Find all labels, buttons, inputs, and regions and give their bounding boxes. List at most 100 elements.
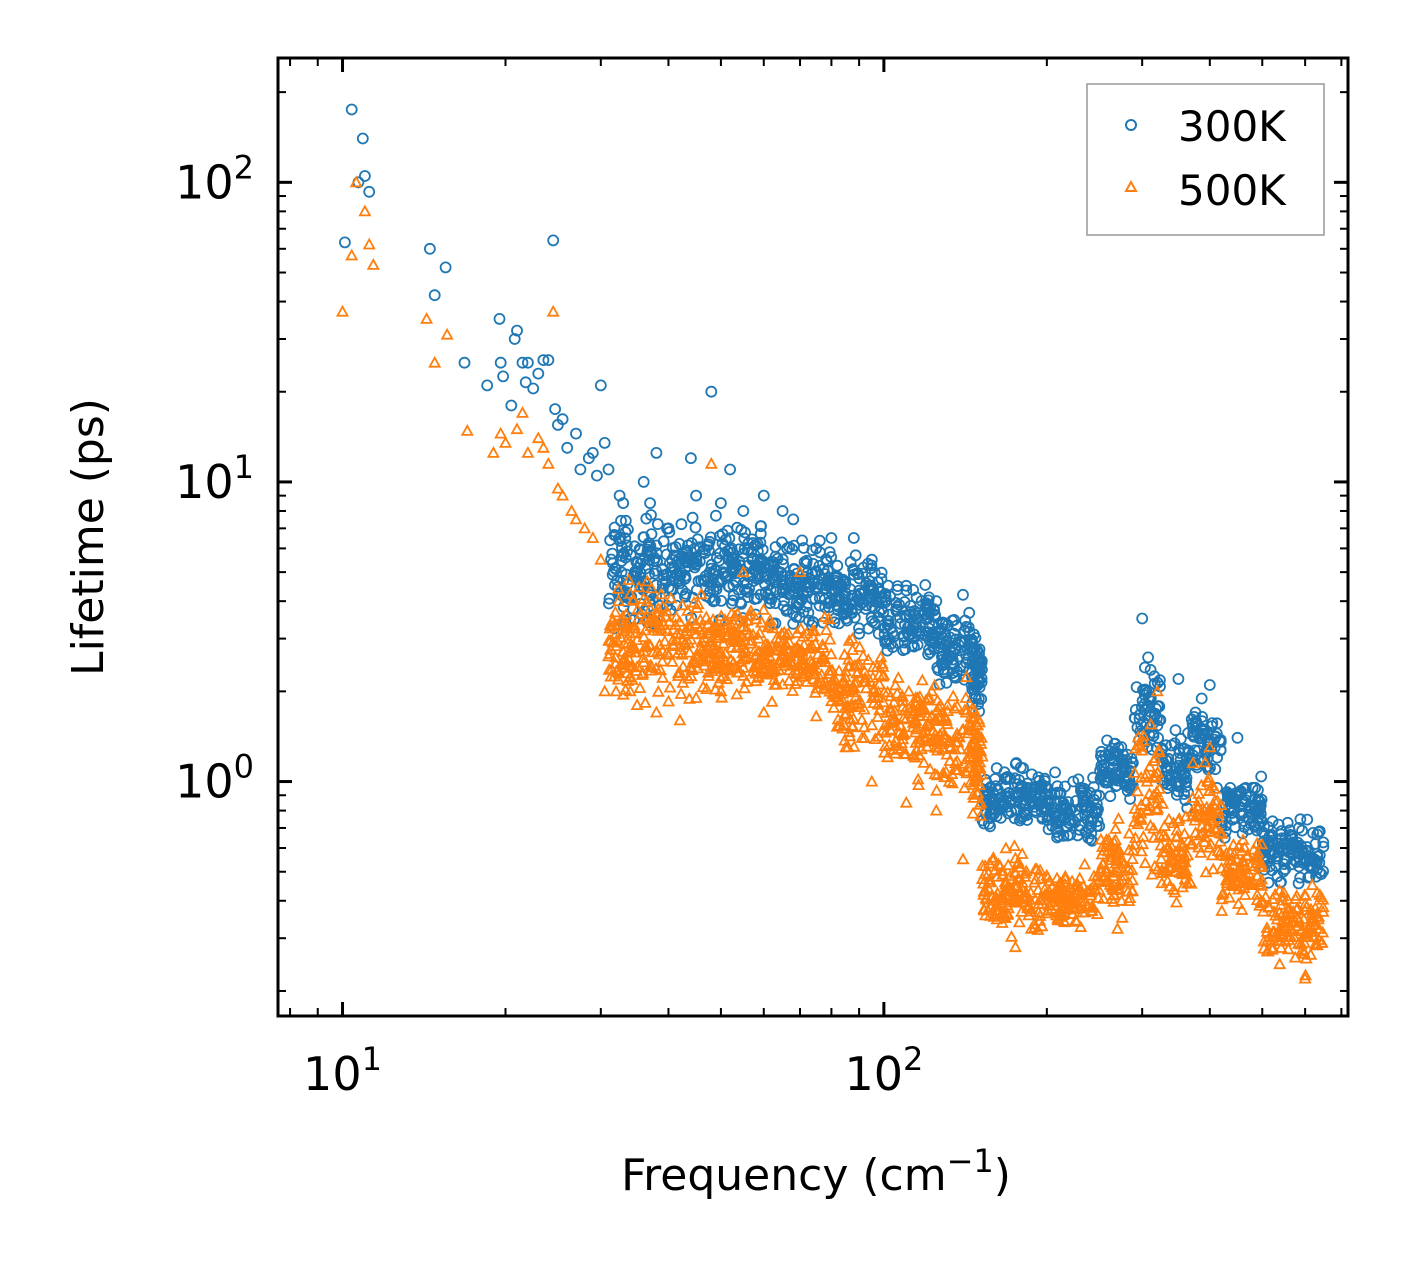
point-300k [882, 618, 895, 631]
point-300k [806, 593, 819, 605]
point-300k [594, 379, 607, 392]
point-500k [806, 667, 820, 680]
point-300k [690, 489, 702, 502]
point-300k [1172, 778, 1185, 791]
point-300k [959, 614, 972, 627]
point-500k [603, 647, 617, 659]
point-500k [663, 680, 677, 693]
point-500k [1304, 914, 1318, 927]
point-500k [1058, 891, 1072, 904]
point-300k [1099, 749, 1111, 762]
point-500k [651, 684, 665, 697]
point-500k [1109, 833, 1123, 845]
point-500k [1233, 861, 1247, 874]
point-500k [655, 654, 669, 667]
point-500k [541, 456, 555, 469]
point-500k [1111, 812, 1126, 824]
point-500k [959, 691, 973, 703]
point-300k [777, 583, 789, 596]
point-300k [1172, 673, 1185, 685]
point-500k [1299, 927, 1313, 940]
point-500k [670, 634, 684, 646]
point-500k [1160, 841, 1174, 854]
point-300k [1310, 870, 1322, 883]
point-500k [681, 671, 695, 684]
point-300k [1101, 734, 1113, 747]
point-500k [986, 850, 1000, 863]
point-300k [875, 572, 888, 585]
point-500k [1215, 892, 1229, 905]
point-300k [675, 518, 688, 531]
series-300k [338, 103, 1330, 890]
point-500k [763, 613, 777, 626]
x-tick-base: 10 [844, 1047, 903, 1101]
point-500k [610, 639, 624, 652]
point-300k [1254, 799, 1267, 812]
point-500k [1215, 827, 1229, 839]
point-500k [1232, 839, 1246, 852]
point-500k [871, 697, 885, 710]
point-500k [1162, 861, 1176, 874]
point-300k [738, 584, 751, 596]
point-300k [968, 628, 980, 641]
point-500k [1247, 842, 1261, 855]
point-500k [1015, 847, 1029, 859]
point-300k [1070, 795, 1082, 807]
x-axis-title-tail: ) [994, 1150, 1011, 1201]
point-500k [996, 867, 1010, 880]
point-500k [718, 613, 732, 625]
point-300k [884, 590, 896, 603]
point-500k [847, 739, 861, 752]
point-300k [754, 527, 767, 540]
point-300k [1059, 780, 1071, 793]
point-500k [978, 867, 992, 879]
point-500k [938, 770, 952, 783]
point-500k [521, 446, 535, 458]
point-300k [1242, 823, 1255, 836]
point-500k [1092, 873, 1106, 885]
point-300k [1109, 766, 1121, 779]
point-500k [1117, 856, 1131, 869]
point-500k [1299, 888, 1313, 901]
series-500k [335, 175, 1330, 984]
point-300k [1122, 781, 1135, 794]
y-tick-label: 100 [175, 748, 254, 809]
point-500k [1027, 917, 1041, 929]
point-500k [1288, 950, 1302, 963]
point-300k [957, 588, 969, 601]
y-tick-base: 10 [175, 455, 234, 509]
point-300k [651, 518, 664, 530]
point-500k [1154, 852, 1168, 864]
point-500k [1062, 896, 1076, 909]
point-500k [687, 652, 701, 664]
point-500k [969, 751, 983, 764]
point-500k [659, 609, 673, 622]
point-500k [762, 641, 776, 654]
point-500k [598, 684, 612, 697]
point-500k [622, 573, 636, 585]
point-300k [792, 587, 805, 599]
point-500k [1243, 876, 1257, 889]
point-500k [618, 636, 632, 649]
point-500k [1068, 913, 1083, 926]
point-500k [335, 304, 350, 317]
point-300k [948, 614, 960, 626]
point-500k [1010, 878, 1024, 891]
point-300k [629, 565, 641, 578]
point-500k [1012, 915, 1026, 928]
point-500k [957, 781, 972, 794]
point-300k [910, 619, 922, 632]
point-500k [1186, 791, 1200, 803]
point-500k [1051, 913, 1065, 926]
point-500k [666, 637, 680, 650]
point-300k [835, 592, 848, 605]
point-300k [619, 514, 632, 527]
point-500k [702, 669, 716, 681]
point-500k [420, 312, 434, 324]
point-500k [839, 664, 853, 677]
point-500k [1155, 863, 1169, 875]
point-500k [1075, 894, 1089, 907]
point-500k [1229, 852, 1243, 864]
point-300k [705, 579, 718, 591]
point-300k [1153, 714, 1166, 726]
